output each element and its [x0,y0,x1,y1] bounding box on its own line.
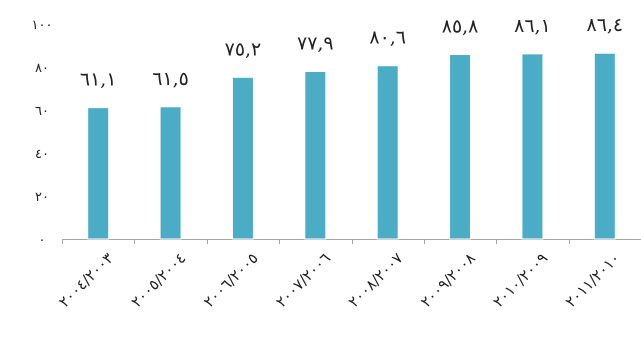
y-tick-label: ٢٠ [35,190,49,205]
y-tick-label: ٨٠ [35,61,49,76]
bar-8 [593,52,616,240]
bar-7 [521,53,544,240]
x-tick-label-6: ٢٠٠٩/٢٠٠٨ [417,249,479,311]
x-tick-label-8: ٢٠١١/٢٠١٠ [562,249,624,311]
data-label-1: ٦١,١ [80,69,117,91]
bar-5 [376,65,399,240]
x-tick-labels: ٢٠٠٤/٢٠٠٣ ٢٠٠٥/٢٠٠٤ ٢٠٠٦/٢٠٠٥ ٢٠٠٧/٢٠٠٦ ٢٠٠٨… [55,249,624,311]
bar-3 [231,76,254,240]
bar-1 [87,107,110,240]
y-tick-label: ٠ [39,233,46,248]
data-label-3: ٧٥,٢ [225,38,262,60]
bar-4 [304,71,327,240]
x-tick-label-2: ٢٠٠٥/٢٠٠٤ [128,249,190,311]
bars [87,52,616,240]
x-tick-label-1: ٢٠٠٤/٢٠٠٣ [55,249,117,311]
data-label-4: ٧٧,٩ [297,33,334,55]
data-label-2: ٦١,٥ [152,68,189,90]
data-label-6: ٨٥,٨ [442,16,479,38]
x-tick-label-4: ٢٠٠٧/٢٠٠٦ [272,249,334,311]
bar-2 [159,106,182,240]
y-axis: ٠ ٢٠ ٤٠ ٦٠ ٨٠ ١٠٠ [32,18,53,248]
y-tick-label: ١٠٠ [32,18,53,33]
bar-6 [449,54,472,240]
x-tick-label-3: ٢٠٠٦/٢٠٠٥ [200,249,262,311]
data-label-7: ٨٦,١ [514,15,551,37]
data-label-5: ٨٠,٦ [369,27,406,49]
y-tick-label: ٤٠ [35,147,49,162]
x-axis [62,239,641,244]
x-tick-label-7: ٢٠١٠/٢٠٠٩ [489,249,551,311]
data-labels: ٦١,١ ٦١,٥ ٧٥,٢ ٧٧,٩ ٨٠,٦ ٨٥,٨ ٨٦,١ ٨٦,٤ [80,14,623,90]
x-tick-label-5: ٢٠٠٨/٢٠٠٧ [345,249,407,311]
y-tick-label: ٦٠ [35,104,49,119]
data-label-8: ٨٦,٤ [586,14,623,36]
